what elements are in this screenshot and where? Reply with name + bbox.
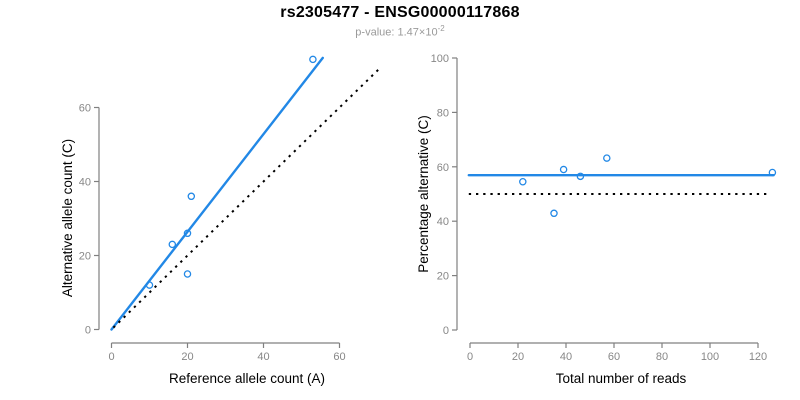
data-point [168, 240, 177, 249]
fit-line [110, 56, 324, 331]
y-tick-label: 80 [437, 107, 449, 119]
data-point [309, 55, 317, 64]
data-point [519, 178, 527, 186]
data-point [183, 270, 192, 278]
x-tick-label: 60 [608, 351, 620, 363]
x-tick-label: 20 [181, 351, 193, 363]
identity-line [112, 67, 381, 329]
y-tick-label: 0 [85, 325, 91, 337]
x-tick-label: 40 [560, 351, 572, 363]
x-tick-label: 20 [512, 351, 524, 363]
chart-title: rs2305477 - ENSG00000117868 [280, 4, 520, 21]
x-tick-label: 120 [749, 351, 767, 363]
left-x-axis-title: Reference allele count (A) [169, 371, 325, 386]
pvalue-text: p-value: 1.47×10 [355, 26, 438, 39]
y-tick-label: 20 [79, 251, 91, 263]
x-tick-label: 100 [701, 351, 719, 363]
right-plot: 0 20 40 60 80 100 0 20 40 60 80 100 120 [431, 53, 777, 363]
data-point [145, 281, 154, 289]
left-y-axis-title: Alternative allele count (C) [60, 139, 75, 297]
y-tick-label: 60 [79, 103, 91, 115]
data-point [603, 154, 611, 162]
left-plot: 0 20 40 60 0 20 40 60 [79, 55, 381, 363]
x-tick-label: 0 [108, 351, 114, 363]
pvalue-exponent: -2 [437, 24, 445, 33]
y-tick-label: 100 [431, 53, 449, 65]
y-tick-label: 40 [437, 216, 449, 228]
y-tick-label: 0 [443, 325, 449, 337]
data-point [576, 172, 585, 181]
data-point [559, 165, 568, 174]
y-tick-label: 60 [437, 162, 449, 174]
x-tick-label: 60 [333, 351, 345, 363]
x-tick-label: 40 [257, 351, 269, 363]
y-tick-label: 20 [437, 271, 449, 283]
chart-subtitle: p-value: 1.47×10-2 [0, 24, 800, 39]
right-y-axis-title: Percentage alternative (C) [416, 115, 431, 273]
data-point [768, 168, 777, 177]
data-point [550, 209, 558, 218]
x-tick-label: 0 [467, 351, 473, 363]
right-x-axis-title: Total number of reads [556, 371, 687, 386]
data-point [187, 192, 196, 201]
x-tick-label: 80 [656, 351, 668, 363]
y-tick-label: 40 [79, 177, 91, 189]
data-point [183, 229, 192, 238]
